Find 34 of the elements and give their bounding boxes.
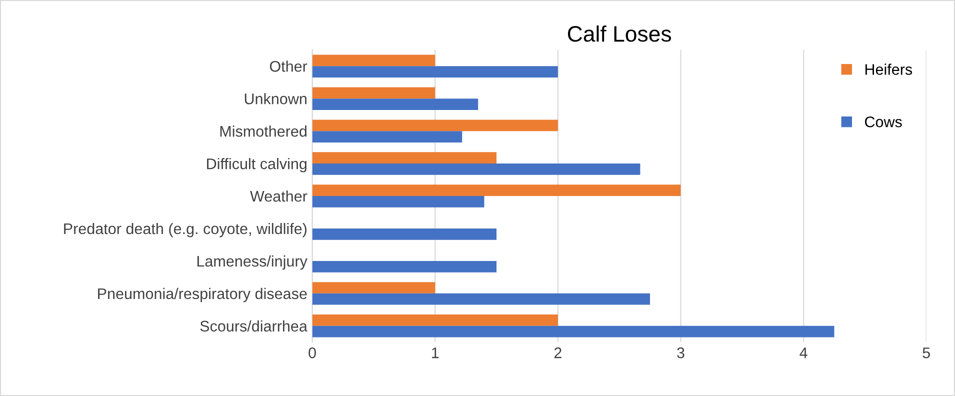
x-tick-label: 3	[677, 347, 684, 358]
bar	[312, 260, 497, 272]
x-tick-label: 2	[554, 347, 562, 358]
y-tick-label: Pneumonia/respiratory disease	[98, 288, 307, 302]
bar	[312, 228, 497, 240]
bar	[312, 196, 484, 208]
y-tick-label: Other	[270, 60, 308, 72]
bar	[312, 120, 558, 132]
chart-title: Calf Loses	[568, 25, 672, 42]
y-tick-label: Weather	[250, 190, 308, 202]
bar	[312, 152, 497, 164]
bar	[312, 87, 436, 99]
y-tick-label: Lameness/injury	[197, 255, 308, 270]
bar	[312, 282, 436, 294]
x-tick-label: 0	[308, 347, 316, 358]
bar	[312, 66, 558, 78]
legend-label: Cows	[864, 116, 902, 128]
y-tick-label: Difficult calving	[207, 158, 306, 172]
x-tick-label: 4	[800, 348, 808, 358]
bar	[312, 131, 462, 142]
y-tick-label: Predator death (e.g. coyote, wildlife)	[64, 222, 306, 238]
bar	[312, 293, 650, 305]
bar	[312, 98, 478, 110]
y-tick-label: Unknown	[244, 93, 306, 104]
bar	[312, 326, 834, 338]
y-tick-label: Mismothered	[220, 126, 306, 137]
legend-label: Heifers	[865, 64, 912, 75]
x-tick-label: 1	[432, 348, 439, 358]
x-tick-label: 5	[922, 348, 930, 358]
bar	[312, 164, 640, 175]
bar	[312, 184, 681, 196]
y-tick-label: Scours/diarrhea	[200, 320, 308, 332]
bar	[312, 54, 436, 66]
bar	[312, 314, 558, 326]
